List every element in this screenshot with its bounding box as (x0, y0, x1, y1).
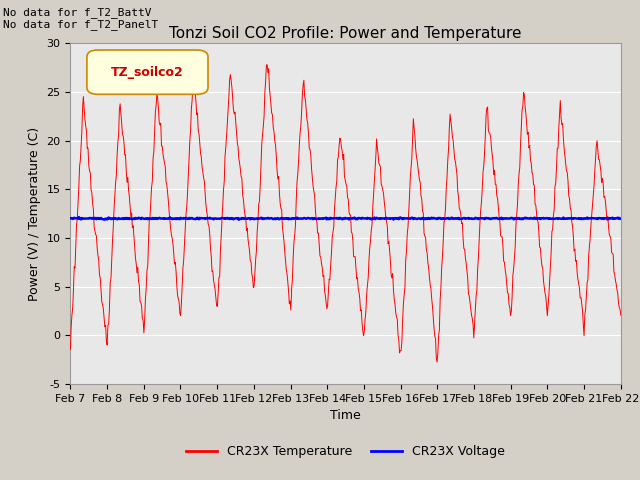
Text: No data for f_T2_BattV: No data for f_T2_BattV (3, 7, 152, 18)
Text: TZ_soilco2: TZ_soilco2 (111, 66, 184, 79)
Legend: CR23X Temperature, CR23X Voltage: CR23X Temperature, CR23X Voltage (181, 440, 510, 463)
Y-axis label: Power (V) / Temperature (C): Power (V) / Temperature (C) (28, 127, 41, 300)
Text: No data for f_T2_PanelT: No data for f_T2_PanelT (3, 19, 159, 30)
FancyBboxPatch shape (87, 50, 208, 95)
X-axis label: Time: Time (330, 409, 361, 422)
Title: Tonzi Soil CO2 Profile: Power and Temperature: Tonzi Soil CO2 Profile: Power and Temper… (170, 25, 522, 41)
